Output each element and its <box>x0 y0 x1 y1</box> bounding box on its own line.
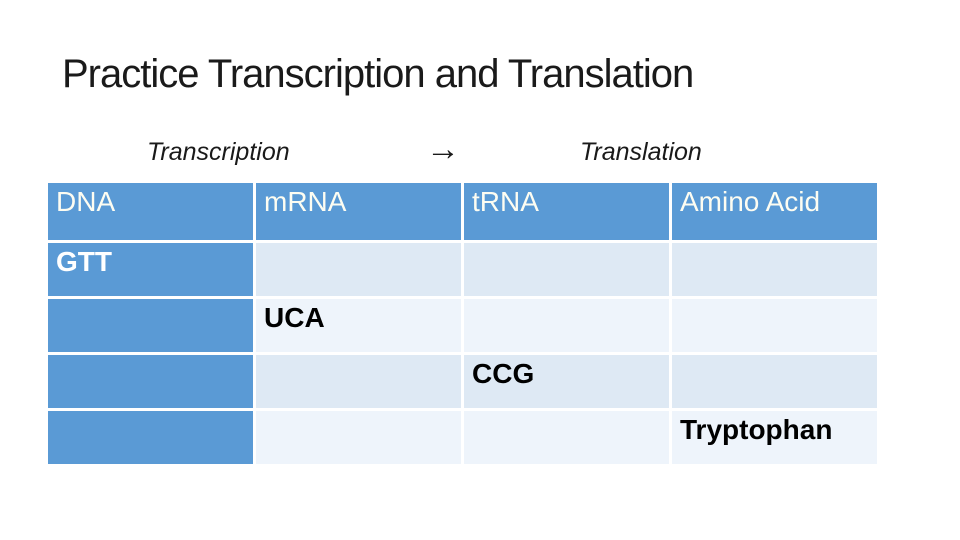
cell-row4-trna <box>464 411 669 464</box>
page-title: Practice Transcription and Translation <box>62 52 694 96</box>
label-translation: Translation <box>580 138 702 166</box>
cell-row3-mrna <box>256 355 461 408</box>
header-cell-trna: tRNA <box>464 183 669 240</box>
header-cell-mrna: mRNA <box>256 183 461 240</box>
cell-row1-trna <box>464 243 669 296</box>
label-transcription: Transcription <box>147 138 290 166</box>
header-cell-dna: DNA <box>48 183 253 240</box>
cell-row1-mrna <box>256 243 461 296</box>
cell-row1-amino-acid <box>672 243 877 296</box>
cell-row3-amino-acid <box>672 355 877 408</box>
cell-row4-mrna <box>256 411 461 464</box>
practice-table: DNA mRNA tRNA Amino Acid GTT UCA CCG Try… <box>48 183 877 464</box>
cell-row1-dna: GTT <box>48 243 253 296</box>
cell-row2-trna <box>464 299 669 352</box>
cell-row4-amino-acid: Tryptophan <box>672 411 877 464</box>
cell-row3-trna: CCG <box>464 355 669 408</box>
cell-row2-dna <box>48 299 253 352</box>
cell-row3-dna <box>48 355 253 408</box>
right-arrow-icon: → <box>426 130 460 168</box>
header-cell-amino-acid: Amino Acid <box>672 183 877 240</box>
cell-row2-amino-acid <box>672 299 877 352</box>
cell-row2-mrna: UCA <box>256 299 461 352</box>
cell-row4-dna <box>48 411 253 464</box>
